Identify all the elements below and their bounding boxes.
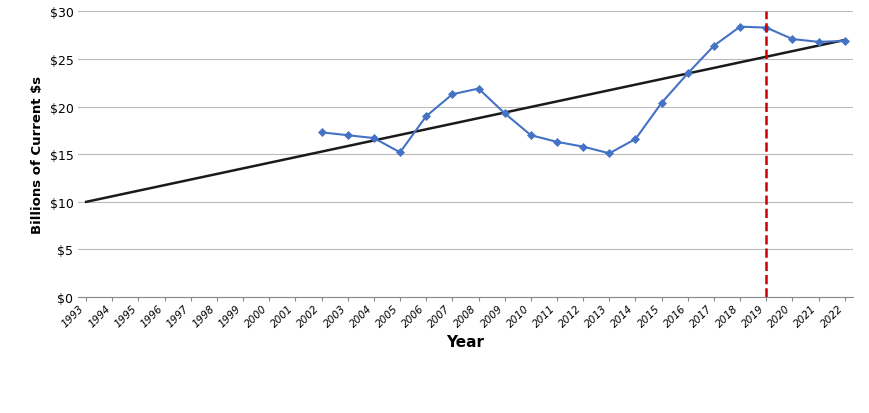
X-axis label: Year: Year: [446, 334, 484, 349]
Y-axis label: Billions of Current $s: Billions of Current $s: [31, 76, 44, 234]
